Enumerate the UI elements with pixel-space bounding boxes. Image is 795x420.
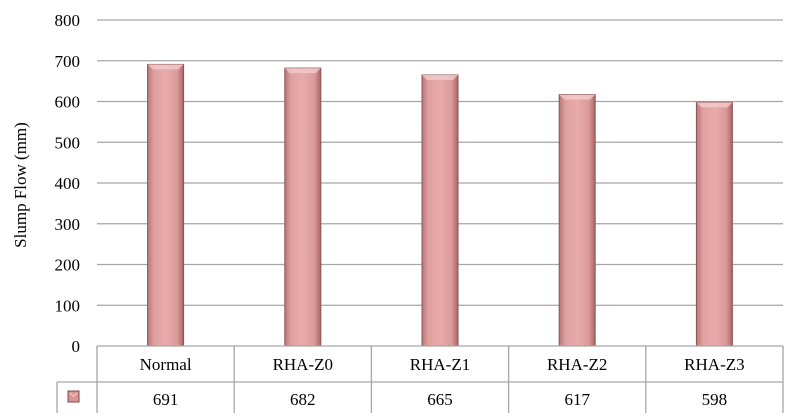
legend-key-highlight xyxy=(69,392,78,398)
y-axis-ticks: 0 100 200 300 400 500 600 700 800 xyxy=(55,11,81,356)
data-table-value: 682 xyxy=(290,390,316,409)
y-axis-label: Slump Flow (mm) xyxy=(11,122,30,248)
bar-bevel xyxy=(696,102,733,108)
y-tick-label: 100 xyxy=(55,296,81,315)
x-category-label: RHA-Z0 xyxy=(273,355,333,374)
y-tick-label: 500 xyxy=(55,133,81,152)
x-category-label: RHA-Z1 xyxy=(410,355,470,374)
x-category-label: Normal xyxy=(140,355,192,374)
bar-bevel xyxy=(422,75,458,81)
y-tick-label: 800 xyxy=(55,11,81,30)
x-category-label: RHA-Z3 xyxy=(684,355,744,374)
y-tick-label: 0 xyxy=(72,337,81,356)
bar-rha-z2 xyxy=(558,94,596,347)
y-tick-label: 700 xyxy=(55,52,81,71)
data-table-value: 691 xyxy=(153,390,179,409)
y-tick-label: 400 xyxy=(55,174,81,193)
data-table: Normal 691 RHA-Z0 682 RHA-Z1 665 RHA-Z2 617 RHA-… xyxy=(56,345,784,413)
bar-normal xyxy=(147,63,185,347)
bar-bevel xyxy=(559,94,596,100)
bar-bevel xyxy=(147,64,184,70)
data-table-value: 598 xyxy=(702,390,728,409)
bar-rha-z0 xyxy=(284,67,322,347)
y-tick-label: 600 xyxy=(55,93,81,112)
bar-rha-z3 xyxy=(695,101,733,347)
data-table-value: 617 xyxy=(564,390,590,409)
y-tick-label: 300 xyxy=(55,215,81,234)
bars xyxy=(147,63,733,347)
bar-bevel xyxy=(284,68,321,74)
y-tick-label: 200 xyxy=(55,256,81,275)
x-category-label: RHA-Z2 xyxy=(547,355,607,374)
bar-rha-z1 xyxy=(421,74,459,347)
data-table-value: 665 xyxy=(427,390,453,409)
